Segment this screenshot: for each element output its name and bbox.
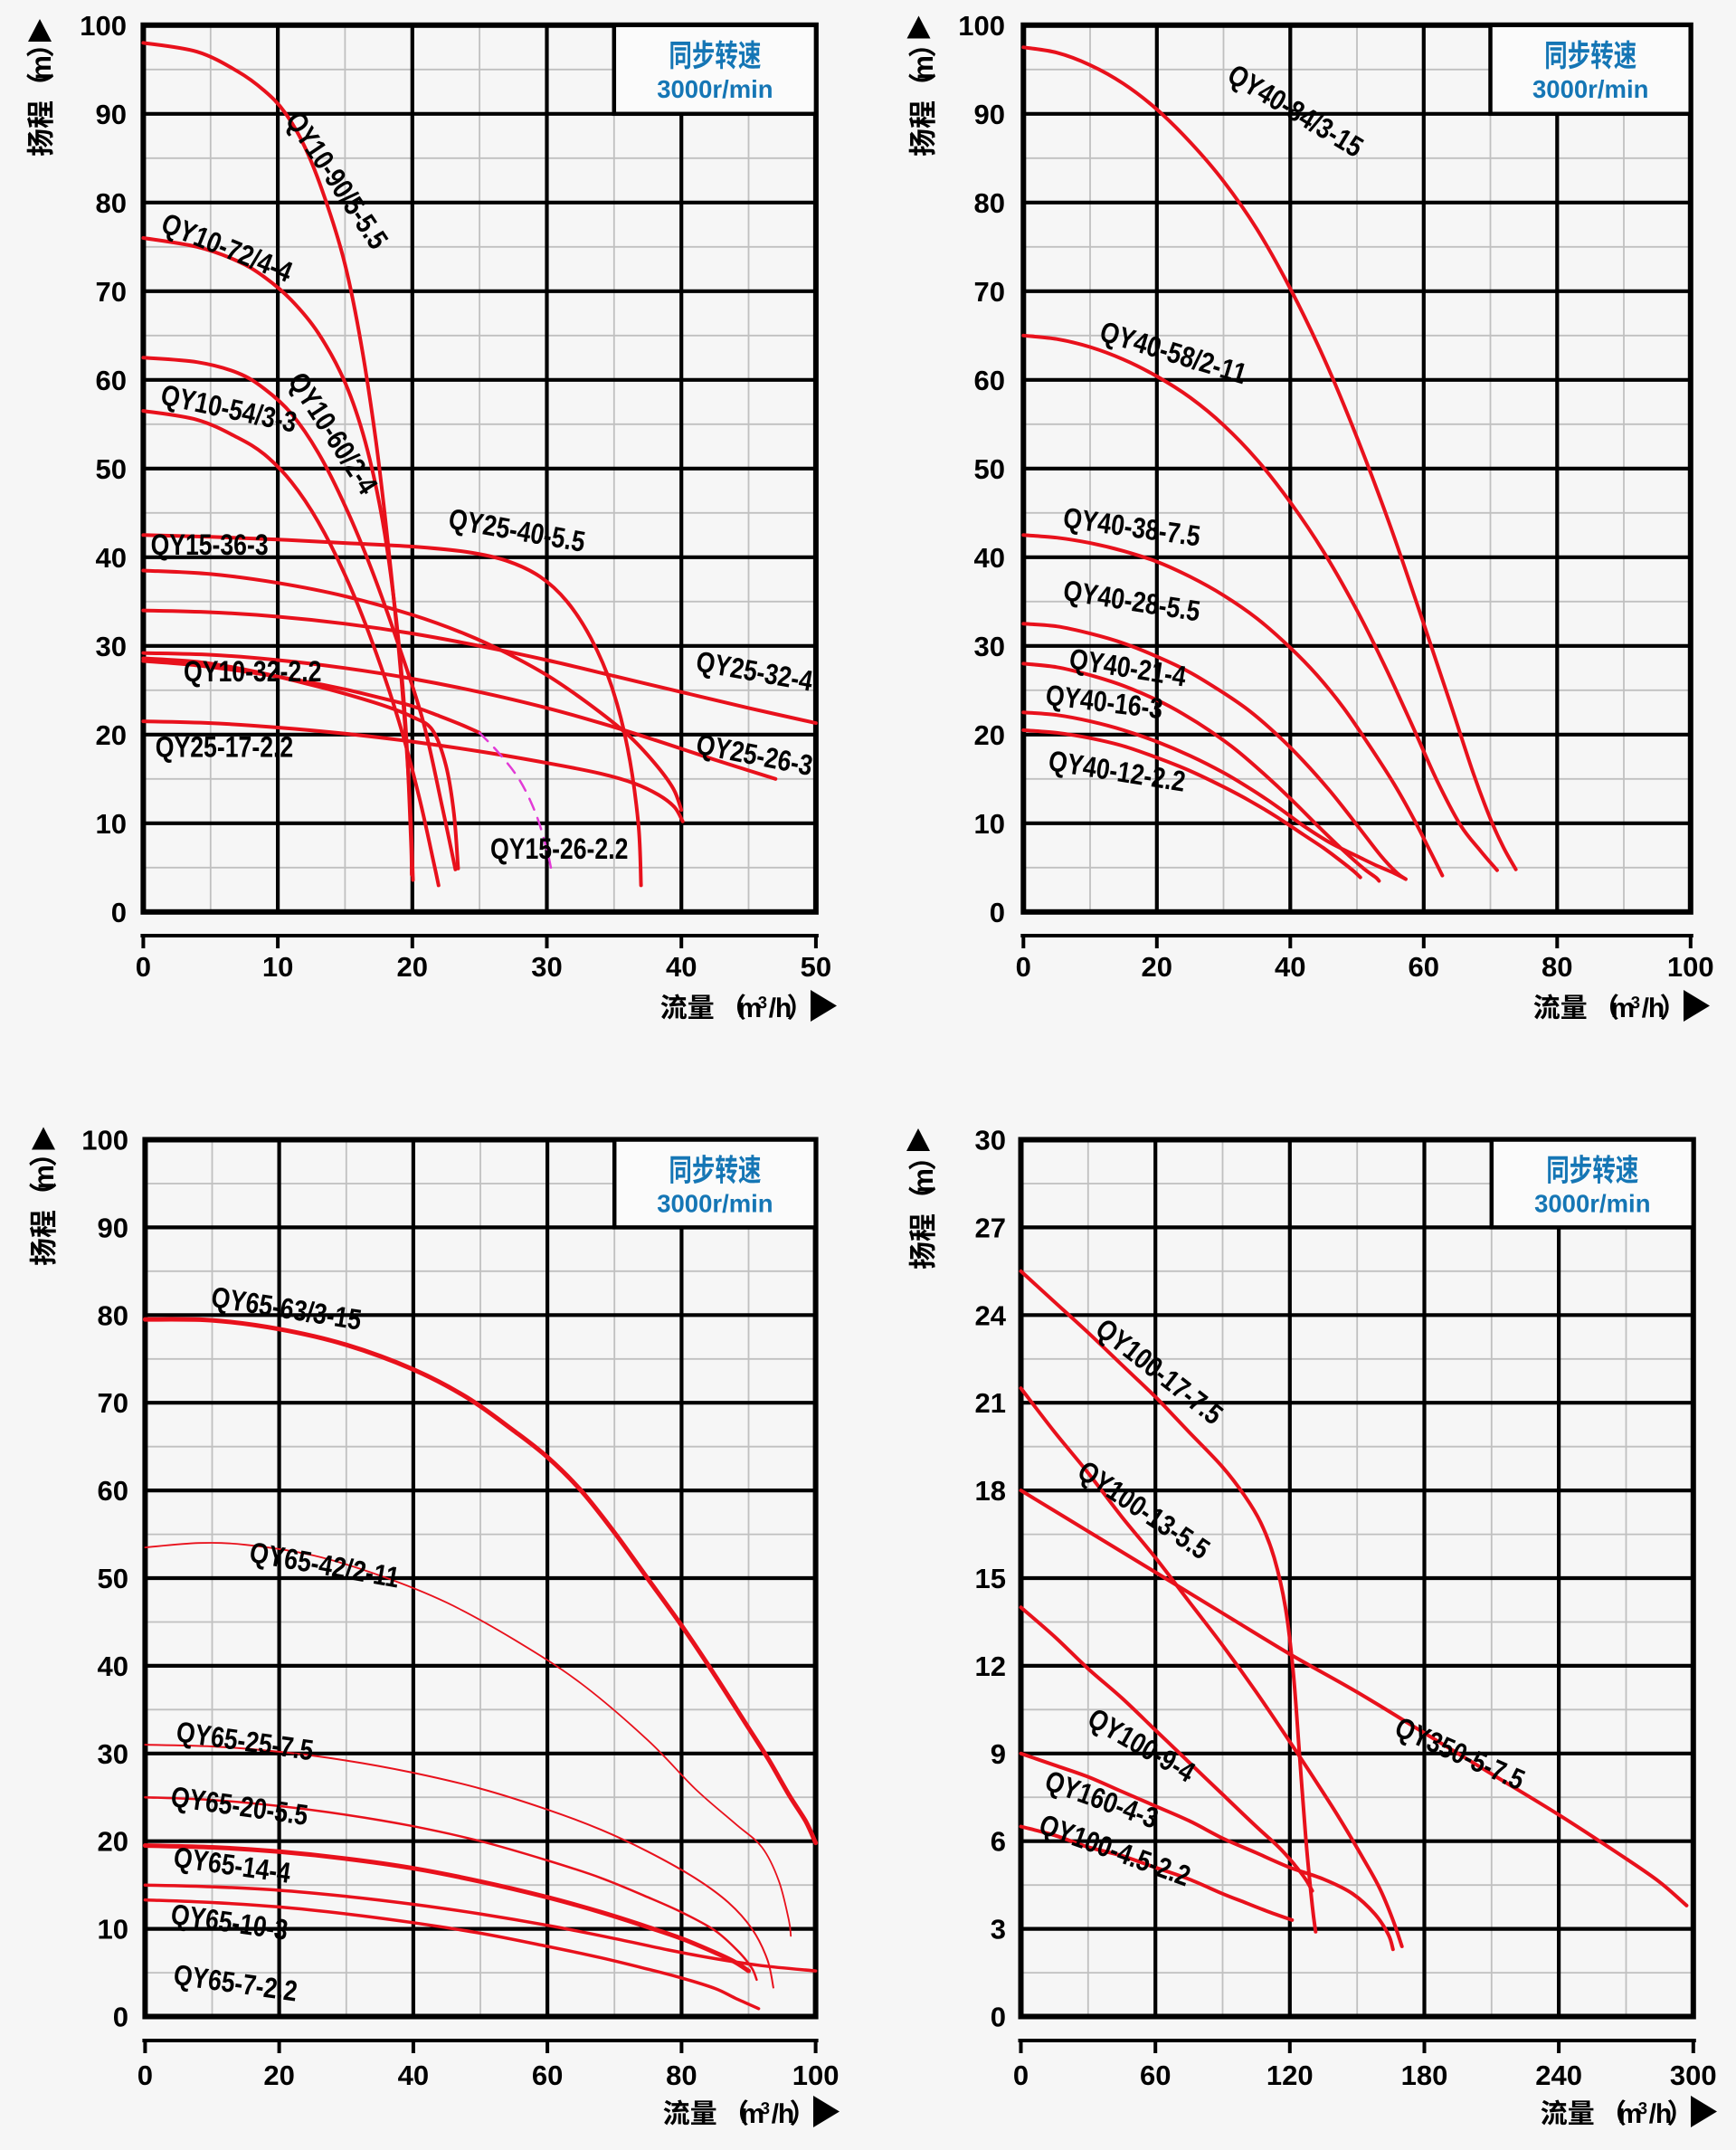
svg-text:90: 90 xyxy=(974,99,1005,130)
svg-text:60: 60 xyxy=(974,365,1005,396)
svg-text:50: 50 xyxy=(801,951,831,983)
svg-text:10: 10 xyxy=(974,808,1005,840)
svg-text:100: 100 xyxy=(792,2060,840,2091)
svg-text:3000r/min: 3000r/min xyxy=(657,75,773,103)
svg-text:0: 0 xyxy=(138,2060,153,2091)
svg-text:30: 30 xyxy=(98,1738,128,1770)
svg-text:QY15-36-3: QY15-36-3 xyxy=(151,528,269,561)
svg-text:10: 10 xyxy=(98,1914,128,1945)
svg-text:20: 20 xyxy=(263,2060,294,2091)
svg-text:QY25-17-2.2: QY25-17-2.2 xyxy=(156,730,293,763)
svg-text:0: 0 xyxy=(113,2002,128,2033)
svg-text:30: 30 xyxy=(96,631,127,662)
svg-text:100: 100 xyxy=(81,1125,128,1156)
svg-text:60: 60 xyxy=(1140,2060,1171,2091)
svg-text:300: 300 xyxy=(1670,2060,1717,2091)
svg-text:20: 20 xyxy=(974,719,1005,751)
svg-text:30: 30 xyxy=(531,951,562,983)
svg-text:QY15-26-2.2: QY15-26-2.2 xyxy=(490,832,628,865)
svg-text:80: 80 xyxy=(1542,951,1572,983)
svg-text:20: 20 xyxy=(98,1826,128,1858)
svg-text:40: 40 xyxy=(98,1651,128,1682)
svg-text:20: 20 xyxy=(1142,951,1172,983)
svg-text:80: 80 xyxy=(98,1299,128,1331)
svg-text:21: 21 xyxy=(975,1387,1006,1419)
svg-text:20: 20 xyxy=(397,951,428,983)
svg-text:80: 80 xyxy=(666,2060,697,2091)
svg-text:80: 80 xyxy=(96,187,127,219)
svg-text:10: 10 xyxy=(96,808,127,840)
svg-text:100: 100 xyxy=(80,10,127,42)
svg-text:60: 60 xyxy=(96,365,127,396)
svg-text:9: 9 xyxy=(991,1738,1006,1770)
svg-text:40: 40 xyxy=(398,2060,429,2091)
svg-text:60: 60 xyxy=(1409,951,1439,983)
svg-text:100: 100 xyxy=(958,10,1005,42)
svg-text:0: 0 xyxy=(136,951,151,983)
svg-text:50: 50 xyxy=(96,453,127,485)
svg-text:3: 3 xyxy=(991,1914,1006,1945)
svg-text:3000r/min: 3000r/min xyxy=(1534,1190,1650,1218)
svg-text:0: 0 xyxy=(1016,951,1031,983)
svg-text:18: 18 xyxy=(975,1475,1006,1507)
svg-text:80: 80 xyxy=(974,187,1005,219)
svg-text:40: 40 xyxy=(974,542,1005,574)
svg-text:0: 0 xyxy=(111,897,127,928)
svg-text:27: 27 xyxy=(975,1212,1006,1243)
svg-text:20: 20 xyxy=(96,719,127,751)
svg-text:0: 0 xyxy=(1013,2060,1029,2091)
svg-text:70: 70 xyxy=(98,1387,128,1419)
svg-text:90: 90 xyxy=(96,99,127,130)
svg-text:3000r/min: 3000r/min xyxy=(1532,75,1648,103)
svg-text:40: 40 xyxy=(666,951,697,983)
svg-text:6: 6 xyxy=(991,1826,1006,1858)
svg-text:10: 10 xyxy=(262,951,293,983)
svg-text:70: 70 xyxy=(974,276,1005,308)
svg-text:30: 30 xyxy=(974,631,1005,662)
svg-text:180: 180 xyxy=(1401,2060,1448,2091)
svg-text:240: 240 xyxy=(1535,2060,1582,2091)
svg-text:0: 0 xyxy=(990,897,1005,928)
svg-text:15: 15 xyxy=(975,1563,1006,1594)
svg-text:60: 60 xyxy=(98,1475,128,1507)
svg-text:50: 50 xyxy=(98,1563,128,1594)
svg-text:QY10-32-2.2: QY10-32-2.2 xyxy=(184,655,321,688)
svg-text:40: 40 xyxy=(96,542,127,574)
svg-text:120: 120 xyxy=(1266,2060,1314,2091)
svg-text:12: 12 xyxy=(975,1651,1006,1682)
svg-text:3000r/min: 3000r/min xyxy=(657,1190,773,1218)
svg-text:60: 60 xyxy=(532,2060,563,2091)
svg-text:30: 30 xyxy=(975,1125,1006,1156)
svg-text:0: 0 xyxy=(991,2002,1006,2033)
svg-text:50: 50 xyxy=(974,453,1005,485)
svg-text:40: 40 xyxy=(1275,951,1305,983)
svg-text:70: 70 xyxy=(96,276,127,308)
svg-text:24: 24 xyxy=(975,1299,1007,1331)
svg-text:90: 90 xyxy=(98,1212,128,1243)
svg-text:100: 100 xyxy=(1667,951,1714,983)
